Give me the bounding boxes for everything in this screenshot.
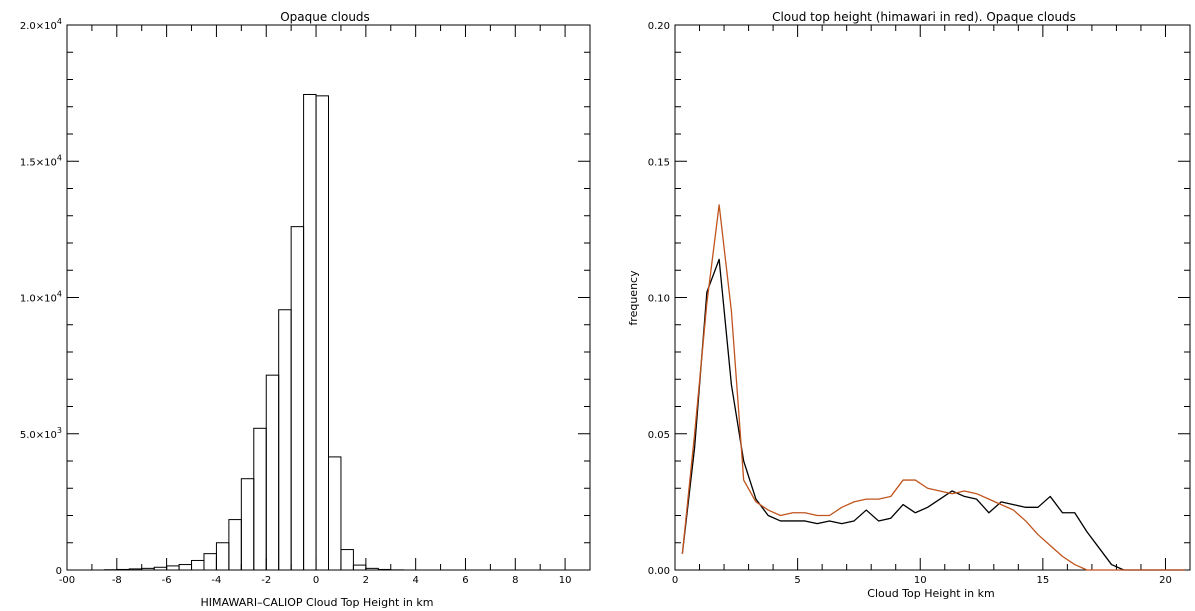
frequency-x-axis-label: Cloud Top Height in km — [867, 587, 994, 600]
histogram-x-ticks: -00 -8 -6 -4 -2 0 2 4 6 8 10 — [59, 25, 572, 586]
histogram-x-tick-label: -2 — [261, 575, 271, 586]
histogram-x-tick-label: 8 — [512, 575, 518, 586]
histogram-bars — [103, 93, 404, 571]
histogram-x-tick-label: -00 — [59, 575, 75, 586]
histogram-bar — [365, 567, 379, 571]
frequency-y-tick-label: 0.15 — [648, 157, 670, 168]
frequency-chart-title: Cloud top height (himawari in red). Opaq… — [772, 10, 1076, 24]
histogram-bar — [265, 374, 280, 571]
histogram-bar — [128, 568, 143, 571]
histogram-title: Opaque clouds — [280, 10, 370, 24]
frequency-line-chart: Cloud top height (himawari in red). Opaq… — [627, 10, 1191, 600]
frequency-y-tick-label: 0.05 — [648, 430, 670, 441]
histogram-y-tick-label: 2.0×104 — [20, 17, 62, 32]
histogram-bar — [290, 226, 305, 571]
histogram-bar — [191, 559, 205, 571]
histogram-y-tick-label: 0 — [56, 566, 62, 577]
frequency-x-ticks: 0 5 10 15 20 — [672, 25, 1191, 586]
frequency-x-tick-label: 5 — [794, 575, 800, 586]
histogram-y-ticks: 0 5.0×103 1.0×104 1.5×104 2.0×104 — [20, 17, 590, 577]
frequency-x-tick-label: 20 — [1159, 575, 1172, 586]
frequency-y-axis-label: frequency — [627, 270, 640, 326]
frequency-x-tick-label: 0 — [672, 575, 678, 586]
histogram-x-tick-label: 2 — [363, 575, 369, 586]
frequency-y-tick-label: 0.20 — [648, 21, 670, 32]
frequency-series — [681, 204, 1186, 571]
histogram-bar — [253, 427, 267, 571]
histogram-y-tick-label: 5.0×103 — [20, 426, 62, 441]
histogram-bar — [153, 566, 168, 571]
histogram-bar — [328, 456, 342, 571]
frequency-line-red — [681, 204, 1186, 571]
histogram-bar — [315, 95, 329, 571]
histogram-bar — [166, 565, 180, 571]
histogram-bar — [215, 542, 230, 571]
histogram-bar — [278, 309, 292, 571]
histogram-bar — [141, 567, 155, 571]
frequency-line-black — [681, 258, 1186, 571]
histogram-x-axis-label: HIMAWARI–CALIOP Cloud Top Height in km — [201, 596, 434, 609]
histogram-bar — [228, 519, 242, 571]
frequency-x-tick-label: 10 — [914, 575, 927, 586]
histogram-bar — [352, 564, 367, 571]
histogram-bar — [240, 478, 255, 571]
histogram-bar — [340, 549, 354, 571]
histogram-y-tick-label: 1.0×104 — [20, 290, 62, 305]
histogram-x-tick-label: 4 — [412, 575, 418, 586]
frequency-x-tick-label: 15 — [1036, 575, 1049, 586]
frequency-y-ticks: 0.00 0.05 0.10 0.15 0.20 — [648, 21, 1190, 577]
histogram-bar — [303, 93, 317, 571]
histogram-x-tick-label: 0 — [313, 575, 319, 586]
frequency-y-tick-label: 0.10 — [648, 294, 670, 305]
histogram-bar — [178, 564, 193, 571]
histogram-y-tick-label: 1.5×104 — [20, 153, 62, 168]
histogram-bar — [203, 553, 217, 571]
histogram-x-tick-label: -8 — [112, 575, 122, 586]
histogram-x-tick-label: 10 — [559, 575, 572, 586]
histogram-x-tick-label: -6 — [162, 575, 172, 586]
frequency-y-tick-label: 0.00 — [648, 566, 670, 577]
histogram-bar — [377, 568, 392, 571]
histogram-x-tick-label: -4 — [211, 575, 221, 586]
histogram-chart: Opaque clouds -00 -8 -6 -4 -2 0 2 4 6 8 10 0 5.0×10… — [20, 10, 591, 609]
histogram-bar — [116, 568, 130, 571]
histogram-x-tick-label: 6 — [462, 575, 468, 586]
